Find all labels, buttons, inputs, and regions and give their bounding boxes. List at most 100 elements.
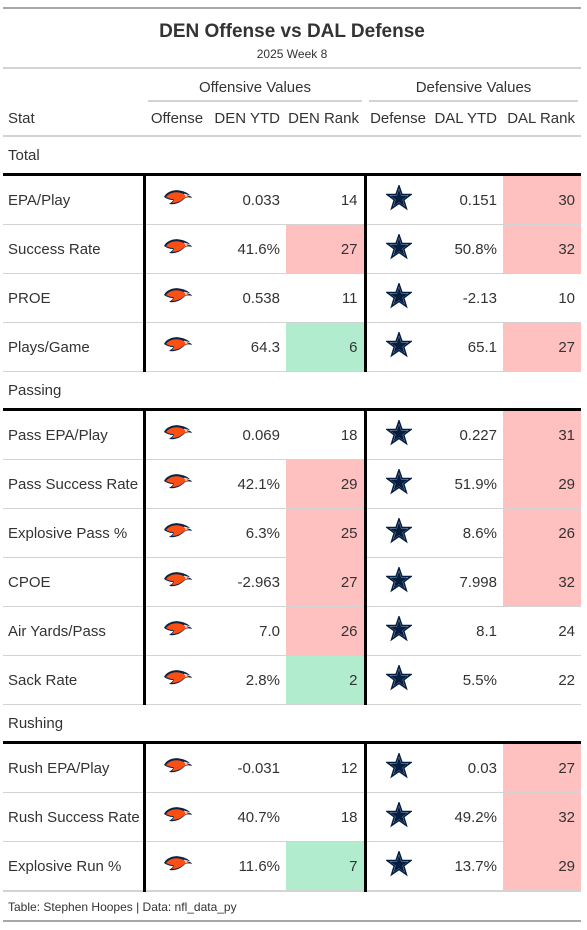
stat-name: Pass EPA/Play [3, 409, 146, 460]
top-rule [3, 7, 581, 9]
offense-logo-cell [144, 224, 210, 274]
source-note: Table: Stephen Hoopes | Data: nfl_data_p… [3, 892, 581, 922]
den-rank-value: 11 [286, 273, 367, 323]
dal-rank-value: 24 [503, 606, 581, 656]
offense-logo-cell [144, 322, 210, 372]
dal-ytd-value: 51.9% [431, 459, 503, 509]
den-ytd-value: 42.1% [210, 459, 286, 509]
stat-name: Plays/Game [3, 322, 146, 372]
dal-rank-value: 32 [503, 224, 581, 274]
group-label: Total [3, 136, 581, 176]
broncos-logo-icon [162, 854, 194, 878]
col-header-offense: Offense [144, 102, 210, 137]
dal-rank-value: 30 [503, 174, 581, 225]
stat-name: Pass Success Rate [3, 459, 146, 509]
dal-ytd-value: 49.2% [431, 792, 503, 842]
stat-name: EPA/Play [3, 174, 146, 225]
stat-name: PROE [3, 273, 146, 323]
stat-name: Explosive Run % [3, 841, 146, 892]
cowboys-star-icon [384, 467, 413, 499]
col-header-den-ytd: DEN YTD [210, 102, 286, 137]
group-row: Total [3, 136, 581, 176]
den-ytd-value: 0.538 [210, 273, 286, 323]
dal-rank-value: 10 [503, 273, 581, 323]
dal-ytd-value: 0.227 [431, 409, 503, 460]
broncos-logo-icon [162, 286, 194, 310]
dal-ytd-value: 50.8% [431, 224, 503, 274]
defense-logo-cell [365, 273, 431, 323]
broncos-logo-icon [162, 619, 194, 643]
defense-logo-cell [365, 409, 431, 460]
defense-logo-cell [365, 322, 431, 372]
stat-name: Rush Success Rate [3, 792, 146, 842]
offense-logo-cell [144, 459, 210, 509]
group-row: Rushing [3, 704, 581, 744]
den-ytd-value: 41.6% [210, 224, 286, 274]
cowboys-star-icon [384, 330, 413, 362]
spanner-offense-cell: Offensive Values [144, 69, 365, 102]
den-rank-value: 18 [286, 409, 367, 460]
stat-name: Air Yards/Pass [3, 606, 146, 656]
den-rank-value: 7 [286, 841, 367, 892]
den-ytd-value: 2.8% [210, 655, 286, 705]
col-header-dal-ytd: DAL YTD [431, 102, 503, 137]
den-ytd-value: 0.033 [210, 174, 286, 225]
dal-ytd-value: 7.998 [431, 557, 503, 607]
table-row: Sack Rate 2.8% 2 5.5% 22 [3, 655, 581, 705]
den-ytd-value: 0.069 [210, 409, 286, 460]
stats-table-card: DEN Offense vs DAL Defense 2025 Week 8 O… [3, 7, 581, 922]
table-row: Air Yards/Pass 7.0 26 8.1 24 [3, 606, 581, 656]
offense-logo-cell [144, 174, 210, 225]
den-rank-value: 25 [286, 508, 367, 558]
col-header-stat: Stat [3, 102, 144, 137]
den-rank-value: 12 [286, 742, 367, 793]
broncos-logo-icon [162, 570, 194, 594]
cowboys-star-icon [384, 751, 413, 783]
dal-ytd-value: 0.03 [431, 742, 503, 793]
den-ytd-value: 64.3 [210, 322, 286, 372]
den-rank-value: 14 [286, 174, 367, 225]
dal-rank-value: 22 [503, 655, 581, 705]
table-row: Pass Success Rate 42.1% 29 51.9% 29 [3, 459, 581, 509]
offense-logo-cell [144, 273, 210, 323]
den-rank-value: 29 [286, 459, 367, 509]
broncos-logo-icon [162, 423, 194, 447]
offense-logo-cell [144, 792, 210, 842]
den-rank-value: 27 [286, 557, 367, 607]
defense-logo-cell [365, 174, 431, 225]
table-row: PROE 0.538 11 -2.13 10 [3, 273, 581, 323]
dal-ytd-value: 13.7% [431, 841, 503, 892]
dal-rank-value: 31 [503, 409, 581, 460]
dal-rank-value: 26 [503, 508, 581, 558]
broncos-logo-icon [162, 335, 194, 359]
spanner-defense: Defensive Values [369, 79, 578, 102]
stat-name: CPOE [3, 557, 146, 607]
den-rank-value: 6 [286, 322, 367, 372]
cowboys-star-icon [384, 232, 413, 264]
broncos-logo-icon [162, 472, 194, 496]
dal-ytd-value: 65.1 [431, 322, 503, 372]
den-ytd-value: -0.031 [210, 742, 286, 793]
dal-rank-value: 27 [503, 742, 581, 793]
broncos-logo-icon [162, 188, 194, 212]
offense-logo-cell [144, 508, 210, 558]
table-row: EPA/Play 0.033 14 0.151 30 [3, 174, 581, 225]
defense-logo-cell [365, 508, 431, 558]
stats-table: Offensive Values Defensive Values Stat O… [3, 69, 581, 892]
dal-ytd-value: 0.151 [431, 174, 503, 225]
table-row: Pass EPA/Play 0.069 18 0.227 31 [3, 409, 581, 460]
defense-logo-cell [365, 655, 431, 705]
offense-logo-cell [144, 557, 210, 607]
offense-logo-cell [144, 655, 210, 705]
offense-logo-cell [144, 606, 210, 656]
dal-ytd-value: 5.5% [431, 655, 503, 705]
den-ytd-value: 6.3% [210, 508, 286, 558]
defense-logo-cell [365, 557, 431, 607]
defense-logo-cell [365, 841, 431, 892]
offense-logo-cell [144, 742, 210, 793]
table-row: Rush Success Rate 40.7% 18 49.2% 32 [3, 792, 581, 842]
group-label: Passing [3, 371, 581, 411]
den-rank-value: 18 [286, 792, 367, 842]
dal-rank-value: 27 [503, 322, 581, 372]
cowboys-star-icon [384, 800, 413, 832]
